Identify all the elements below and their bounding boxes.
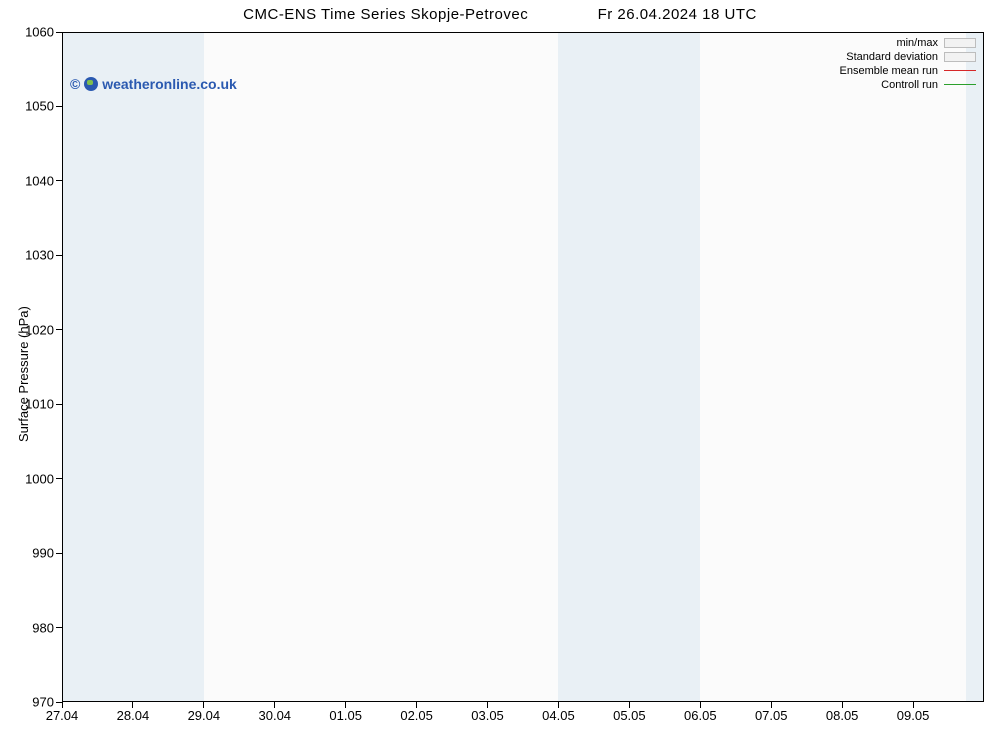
y-tick-mark (56, 627, 62, 628)
x-tick-label: 05.05 (613, 708, 646, 723)
y-tick-mark (56, 478, 62, 479)
y-tick-mark (56, 106, 62, 107)
legend-label: min/max (896, 36, 938, 50)
chart-title-right: Fr 26.04.2024 18 UTC (598, 6, 757, 23)
legend-swatch (944, 84, 976, 85)
legend-row: Standard deviation (840, 50, 976, 64)
y-tick-label: 1060 (4, 25, 54, 40)
y-tick-mark (56, 404, 62, 405)
x-tick-label: 09.05 (897, 708, 930, 723)
x-tick-label: 02.05 (400, 708, 433, 723)
globe-icon (84, 77, 98, 91)
chart-container: CMC-ENS Time Series Skopje-Petrovec Fr 2… (0, 0, 1000, 733)
legend-label: Controll run (881, 78, 938, 92)
x-tick-label: 07.05 (755, 708, 788, 723)
legend-row: min/max (840, 36, 976, 50)
legend: min/maxStandard deviationEnsemble mean r… (840, 36, 976, 92)
y-tick-mark (56, 32, 62, 33)
plot-area: © weatheronline.co.uk min/maxStandard de… (62, 32, 984, 702)
watermark-text: weatheronline.co.uk (102, 76, 237, 92)
y-tick-label: 1000 (4, 471, 54, 486)
legend-swatch (944, 52, 976, 62)
y-tick-mark (56, 180, 62, 181)
watermark-copyright: © (70, 76, 80, 92)
watermark: © weatheronline.co.uk (70, 76, 237, 92)
y-tick-label: 990 (4, 546, 54, 561)
x-tick-label: 04.05 (542, 708, 575, 723)
x-tick-label: 29.04 (188, 708, 221, 723)
y-tick-label: 980 (4, 620, 54, 635)
legend-swatch (944, 70, 976, 71)
legend-swatch (944, 38, 976, 48)
y-tick-mark (56, 553, 62, 554)
x-tick-label: 28.04 (117, 708, 150, 723)
y-tick-label: 1040 (4, 173, 54, 188)
weekend-band (966, 32, 984, 702)
weekend-band (62, 32, 204, 702)
legend-row: Controll run (840, 78, 976, 92)
weekend-band (558, 32, 700, 702)
y-tick-label: 1050 (4, 99, 54, 114)
x-tick-label: 27.04 (46, 708, 79, 723)
x-tick-label: 01.05 (329, 708, 362, 723)
x-tick-label: 03.05 (471, 708, 504, 723)
y-tick-mark (56, 255, 62, 256)
x-tick-label: 06.05 (684, 708, 717, 723)
x-tick-label: 08.05 (826, 708, 859, 723)
y-tick-mark (56, 329, 62, 330)
chart-title-left: CMC-ENS Time Series Skopje-Petrovec (243, 6, 528, 23)
y-tick-label: 1030 (4, 248, 54, 263)
legend-label: Ensemble mean run (840, 64, 938, 78)
x-tick-label: 30.04 (258, 708, 291, 723)
y-axis-title: Surface Pressure (hPa) (16, 306, 31, 442)
legend-label: Standard deviation (846, 50, 938, 64)
chart-title: CMC-ENS Time Series Skopje-Petrovec Fr 2… (0, 6, 1000, 23)
legend-row: Ensemble mean run (840, 64, 976, 78)
